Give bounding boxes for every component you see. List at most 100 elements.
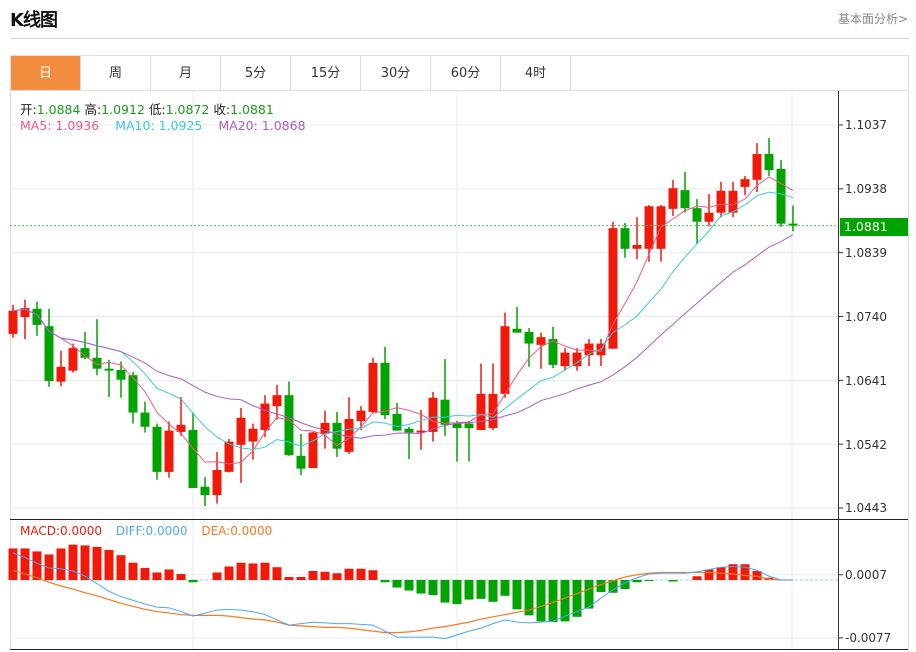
macd-bar [488,580,498,602]
ma-info: MA5: 1.0936 MA10: 1.0925 MA20: 1.0868 [20,118,306,133]
ma10-line [12,191,794,451]
tab-week[interactable]: 周 [81,56,151,91]
candle-body [488,393,498,429]
candle-body [164,430,174,472]
ma10-value: MA10: 1.0925 [115,118,203,133]
macd-info: MACD:0.0000 DIFF:0.0000 DEA:0.0000 [20,524,272,538]
candle-body [44,326,54,381]
candle-body [404,428,414,433]
macd-bar [212,572,222,580]
macd-bar [464,580,474,600]
high-value: 1.0912 [101,102,145,117]
candle-body [392,413,402,431]
candle-body [20,308,30,318]
macd-bar [176,573,186,580]
macd-bar [356,568,366,580]
candle-body [116,370,126,380]
macd-bar [440,580,450,603]
macd-bar [620,580,630,590]
macd-bar [236,562,246,580]
macd-bar [752,570,762,580]
macd-bar [572,580,582,617]
candle-body [140,412,150,427]
price-tick: 1.0740 [845,310,887,324]
macd-bar [44,554,54,580]
candle-body [764,154,774,171]
tab-month[interactable]: 月 [151,56,221,91]
macd-bar [632,580,642,583]
macd-bar [368,570,378,580]
candle-body [572,352,582,367]
page-title: K线图 [10,10,58,31]
candle-body [236,417,246,445]
candle-body [56,366,66,382]
macd-bar [92,546,102,580]
tab-30min[interactable]: 30分 [361,56,431,91]
open-label: 开: [20,102,37,117]
candle-body [680,190,690,209]
macd-bar [524,580,534,616]
macd-bar [152,572,162,580]
macd-bar [164,569,174,580]
macd-bar [8,548,18,580]
ma20-line [12,234,794,439]
candle-body [464,423,474,429]
candle-body [620,228,630,249]
macd-bar [56,548,66,580]
macd-bar [104,549,114,580]
macd-bar [548,580,558,623]
macd-bar [272,567,282,580]
macd-bar [128,562,138,580]
tab-5min[interactable]: 5分 [221,56,291,91]
close-label: 收: [213,102,231,117]
macd-bar [740,564,750,580]
candle-body [284,395,294,456]
candle-body [128,375,138,413]
macd-bar [380,580,390,583]
candle-body [452,423,462,429]
candle-body [644,206,654,249]
candle-body [608,228,618,349]
tab-day[interactable]: 日 [11,56,81,91]
candle-body [272,395,282,407]
macd-bar [344,568,354,580]
candle-body [176,424,186,432]
candle-body [224,441,234,472]
price-tick: 1.0641 [845,374,887,388]
macd-bar [260,562,270,580]
macd-bar [536,580,546,622]
price-tick: 1.0938 [845,182,887,196]
macd-tick: -0.0077 [845,631,892,645]
tab-4hour[interactable]: 4时 [501,56,571,91]
candle-body [188,429,198,489]
dea-line [12,569,793,634]
macd-value: MACD:0.0000 [20,524,103,538]
tab-60min[interactable]: 60分 [431,56,501,91]
candle-body [584,343,594,356]
macd-bar [500,580,510,596]
candle-body [560,352,570,367]
candle-body [668,188,678,209]
candle-body [80,348,90,358]
macd-bar [452,580,462,605]
candle-body [32,308,42,325]
candle-body [308,432,318,469]
macd-bar [596,580,606,593]
macd-bar [224,566,234,580]
candle-body [512,328,522,333]
price-tick: 1.0443 [845,501,887,515]
low-value: 1.0872 [165,102,210,117]
macd-tick: 0.0007 [845,568,887,582]
price-tick: 1.0542 [845,438,887,452]
candle-body [776,168,786,224]
header-divider [10,38,910,39]
open-value: 1.0884 [36,102,81,117]
fundamental-analysis-link[interactable]: 基本面分析> [837,12,908,26]
tab-15min[interactable]: 15分 [291,56,361,91]
macd-bar [704,569,714,580]
period-tabs: 日 周 月 5分 15分 30分 60分 4时 [10,55,909,91]
candle-body [212,469,222,496]
macd-bar [80,545,90,580]
macd-bar [248,563,258,580]
